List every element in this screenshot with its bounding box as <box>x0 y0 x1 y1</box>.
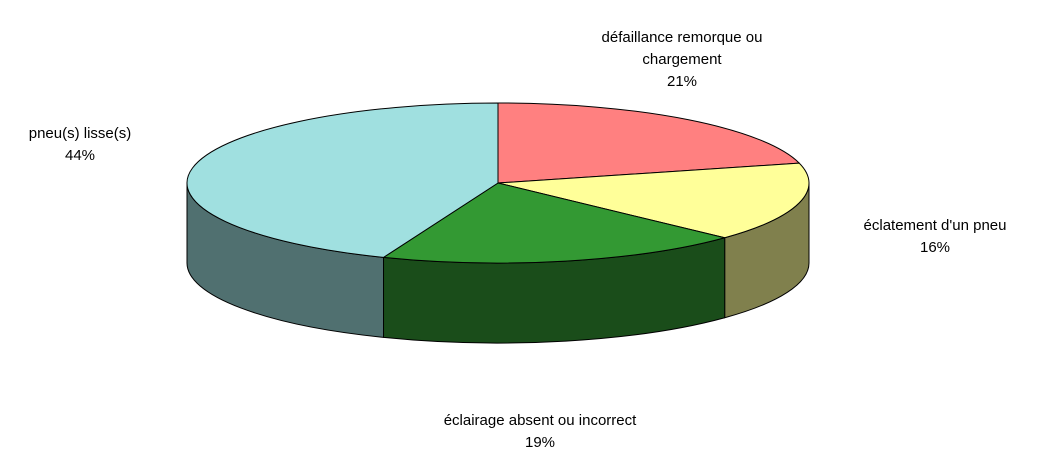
pie-slice <box>383 182 726 264</box>
pie-slice <box>497 162 810 239</box>
value-label: 21% <box>666 73 698 90</box>
value-label: 19% <box>524 434 556 451</box>
slice-label: pneu(s) lisse(s) 44% <box>0 123 165 167</box>
slice-label: éclatement d'un pneu 16% <box>820 215 1040 259</box>
category-label: défaillance remorque ou chargement <box>601 29 763 68</box>
value-label: 44% <box>64 147 96 164</box>
category-label: éclatement d'un pneu <box>863 217 1007 234</box>
pie-slice <box>497 102 800 184</box>
category-label: éclairage absent ou incorrect <box>443 412 637 429</box>
slice-label: éclairage absent ou incorrect 19% <box>440 410 640 454</box>
category-label: pneu(s) lisse(s) <box>28 125 132 142</box>
value-label: 16% <box>919 239 951 256</box>
pie-slice <box>186 102 499 258</box>
slice-label: défaillance remorque ou chargement 21% <box>566 27 798 93</box>
